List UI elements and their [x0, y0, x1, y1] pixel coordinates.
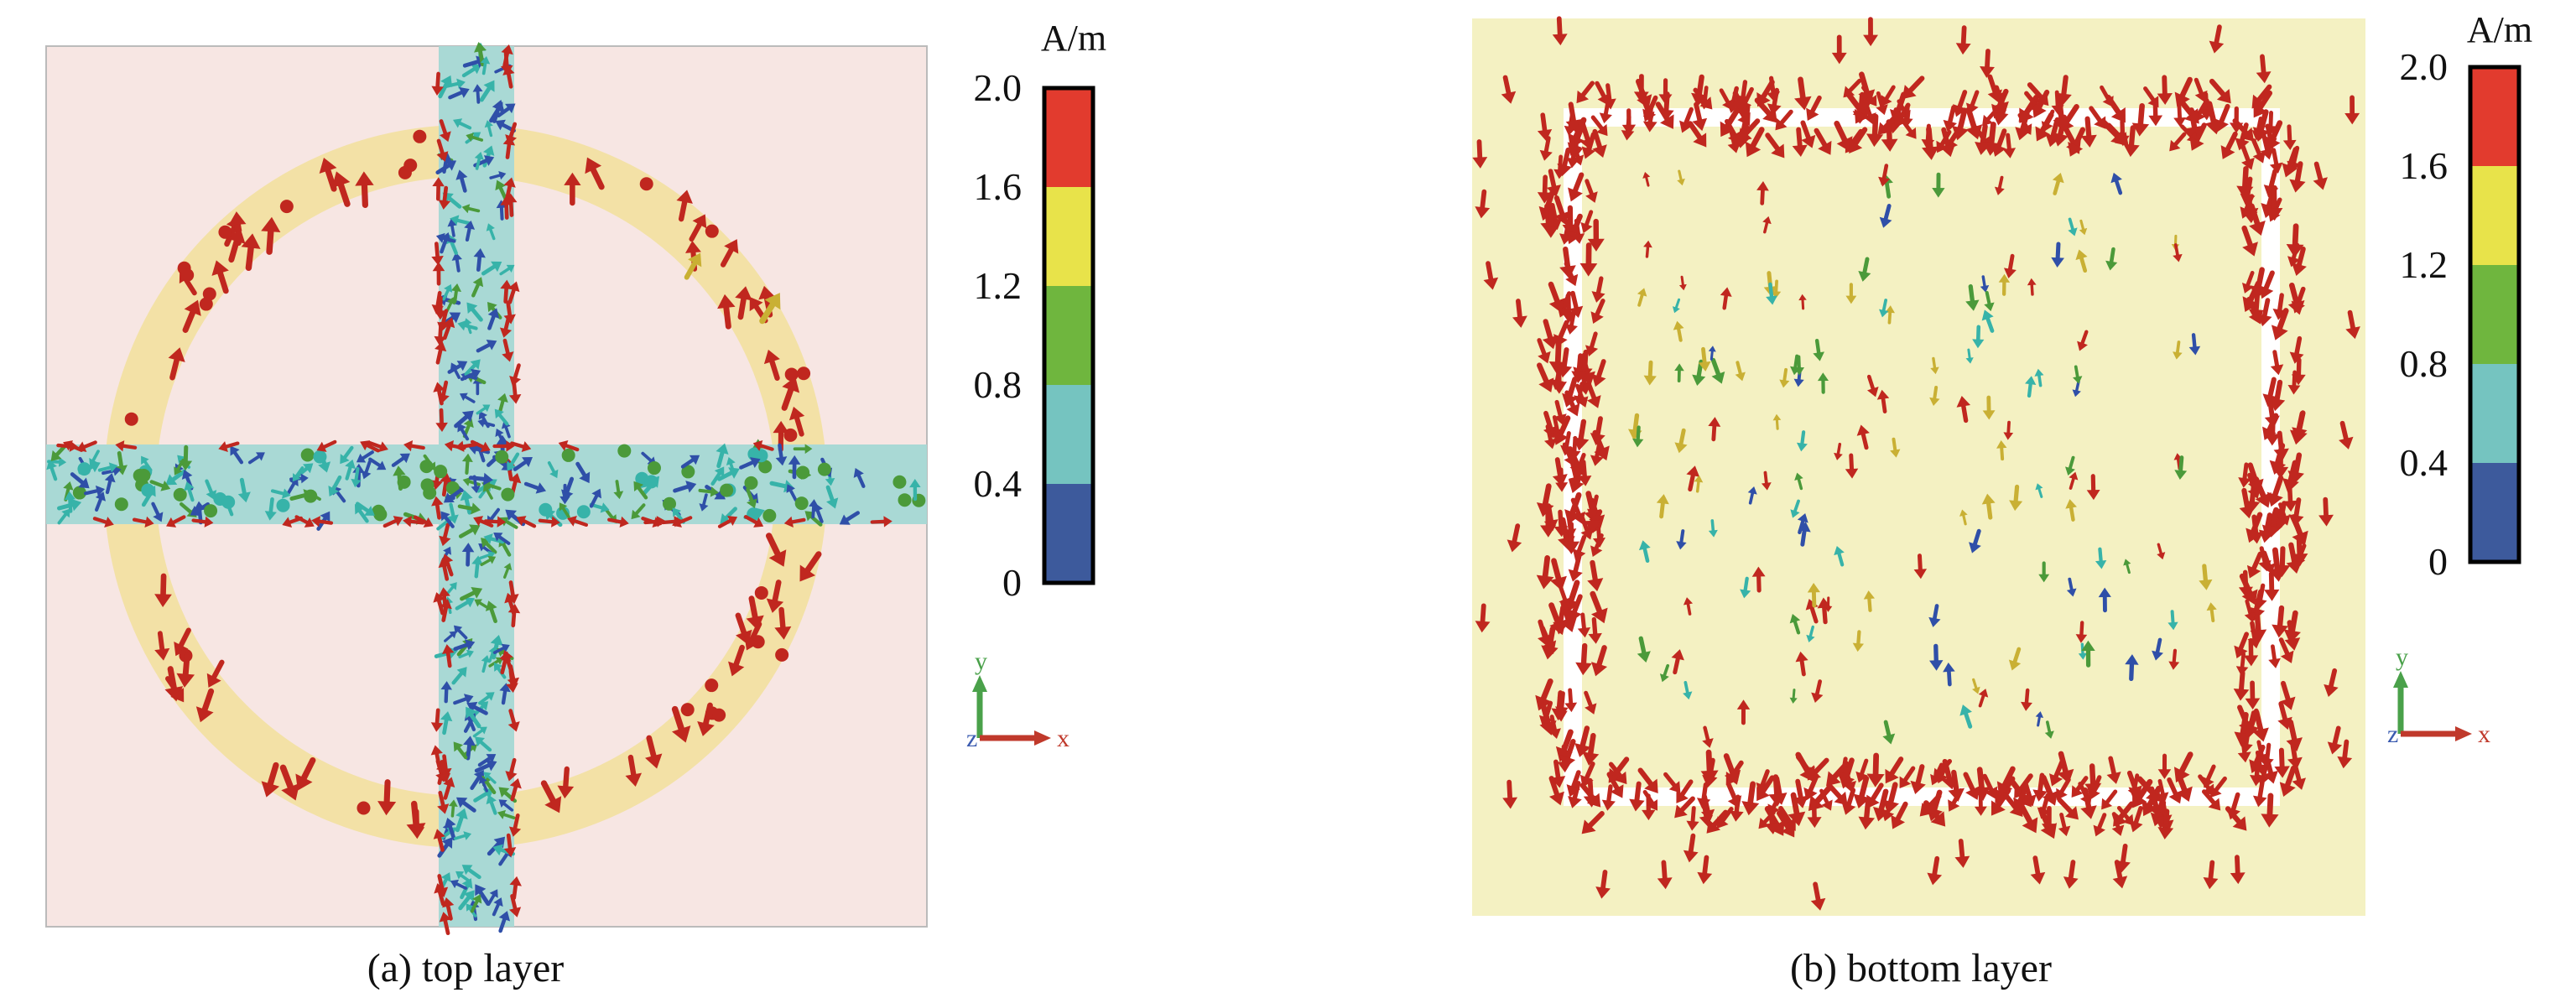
current-dot [277, 499, 290, 512]
colorbar-tick-label: 0.8 [974, 363, 1023, 406]
current-dot [180, 268, 194, 282]
colorbar-tick-label: 0.4 [974, 462, 1023, 505]
colorbar-segment [1044, 484, 1093, 583]
y-axis-label: y [2396, 643, 2408, 671]
current-dot [577, 505, 591, 518]
colorbar-tick-label: 1.2 [2400, 243, 2449, 286]
current-dot [137, 469, 150, 482]
y-axis-head [972, 675, 987, 692]
y-axis-head [2393, 671, 2408, 688]
current-dot [898, 493, 912, 507]
colorbar-segment [2470, 364, 2519, 463]
current-dot [783, 429, 797, 442]
current-dot [301, 449, 315, 462]
current-dot [313, 450, 326, 464]
current-dot [720, 484, 733, 497]
colorbar-tick-label: 0 [1002, 561, 1022, 604]
colorbar-segment [1044, 286, 1093, 385]
colorbar-segment [1044, 187, 1093, 286]
current-dot [744, 476, 757, 490]
current-dot [775, 648, 788, 662]
current-dot [398, 166, 412, 179]
current-dot [204, 504, 217, 517]
current-dot [562, 449, 575, 462]
current-dot [539, 503, 552, 517]
current-dot [681, 703, 695, 716]
colorbar-tick-label: 2.0 [2400, 45, 2449, 88]
current-dot [125, 413, 138, 426]
colorbar-tick-label: 0.8 [2400, 342, 2449, 385]
current-dot [785, 367, 799, 381]
colorbar-segment [2470, 463, 2519, 562]
current-dot [501, 488, 514, 502]
current-dot [818, 463, 831, 476]
x-axis-head [1034, 730, 1051, 746]
current-dot [115, 497, 128, 511]
current-dot [280, 200, 294, 213]
current-dot [712, 709, 726, 722]
current-dot [413, 130, 426, 143]
colorbar-scale: 2.0 1.6 1.2 0.8 0.4 0 [2400, 45, 2520, 583]
colorbar-segment [2470, 166, 2519, 265]
panel-top-layer: A/m 2.0 1.6 1.2 0.8 0.4 0 y z x (a) top layer [44, 18, 1106, 990]
axis-triad-top: y z x [966, 647, 1069, 752]
current-dot [77, 462, 91, 476]
colorbar-segment [2470, 67, 2519, 166]
z-axis-label: z [966, 725, 977, 752]
current-dot [892, 476, 906, 489]
current-dot [218, 226, 232, 239]
colorbar-segment [1044, 88, 1093, 187]
colorbar-tick-label: 2.0 [974, 66, 1023, 109]
current-dot [640, 177, 653, 190]
colorbar-tick-label: 0 [2428, 540, 2448, 583]
colorbar-bottom: A/m 2.0 1.6 1.2 0.8 0.4 0 [2400, 9, 2533, 583]
current-dot [141, 483, 154, 496]
current-dot [648, 461, 661, 475]
current-dot [705, 678, 718, 692]
x-axis-head [2455, 726, 2472, 741]
current-dot [421, 478, 435, 491]
x-axis-label: x [2478, 720, 2490, 748]
current-dot [200, 298, 213, 311]
colorbar-tick-label: 1.6 [2400, 144, 2449, 187]
current-dot [495, 450, 508, 464]
colorbar-segment [1044, 385, 1093, 484]
caption-bottom-layer: (b) bottom layer [1790, 946, 2052, 990]
colorbar-tick-label: 1.2 [974, 264, 1023, 307]
x-axis-label: x [1057, 725, 1069, 752]
current-dot [755, 586, 768, 600]
colorbar-tick-label: 1.6 [974, 165, 1023, 208]
panel-bottom-layer: A/m 2.0 1.6 1.2 0.8 0.4 0 y z x (b) bottom laye… [1472, 9, 2533, 990]
current-dot [797, 366, 810, 380]
colorbar-unit: A/m [1041, 18, 1106, 59]
current-dot [373, 507, 387, 521]
current-dot [762, 509, 776, 522]
colorbar-tick-label: 0.4 [2400, 441, 2449, 484]
colorbar-segment [2470, 265, 2519, 364]
current-dot [434, 465, 447, 478]
current-dot [796, 465, 809, 479]
current-dot [356, 802, 370, 815]
current-dot [795, 496, 809, 510]
colorbar-unit: A/m [2467, 9, 2532, 50]
colorbar-scale: 2.0 1.6 1.2 0.8 0.4 0 [974, 66, 1094, 604]
caption-top-layer: (a) top layer [367, 946, 565, 990]
z-axis-label: z [2387, 720, 2398, 748]
colorbar-top: A/m 2.0 1.6 1.2 0.8 0.4 0 [974, 18, 1107, 604]
axis-triad-bottom: y z x [2387, 643, 2490, 748]
y-axis-label: y [975, 647, 987, 675]
current-dot [617, 444, 631, 458]
current-dot [705, 225, 719, 238]
